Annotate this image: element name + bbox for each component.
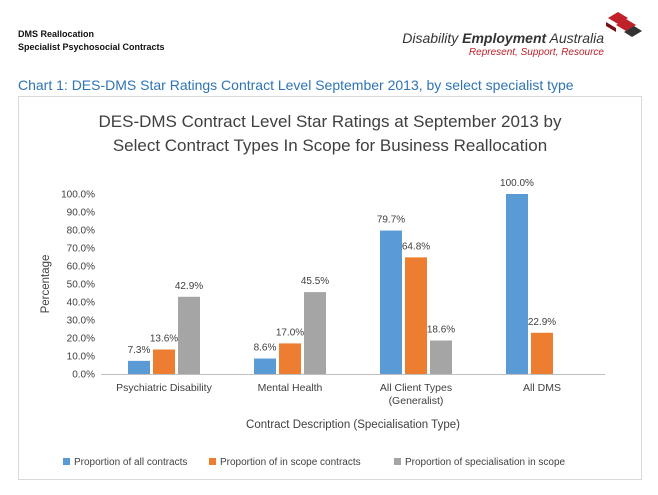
data-label: 8.6% [254, 343, 277, 354]
x-axis-title: Contract Description (Specialisation Typ… [246, 419, 460, 431]
bar-series-1-cat-2 [254, 358, 276, 374]
organisation-logo: Disability Employment Australia Represen… [394, 8, 644, 58]
chevron-stack-logo-icon [606, 12, 642, 37]
x-tick-label: All Client Types [380, 382, 452, 394]
bar-series-2-cat-2 [279, 343, 301, 374]
bar-series-1-cat-3 [380, 230, 402, 374]
bar-series-3-cat-1 [178, 296, 200, 374]
data-label: 7.3% [128, 345, 151, 356]
bar-series-1-cat-1 [128, 360, 150, 374]
y-tick-label: 30.0% [67, 316, 95, 327]
data-label: 13.6% [150, 334, 178, 345]
data-label: 42.9% [175, 281, 203, 292]
bar-series-2-cat-3 [405, 257, 427, 374]
y-tick-label: 100.0% [61, 190, 95, 201]
chart-frame: DES-DMS Contract Level Star Ratings at S… [18, 96, 642, 480]
logo-name-end: Australia [546, 30, 604, 46]
y-tick-label: 40.0% [67, 298, 95, 309]
logo-name-regular: Disability [402, 30, 463, 46]
legend-label: Proportion of specialisation in scope [405, 457, 566, 468]
data-label: 22.9% [528, 317, 556, 328]
header-title: DMS Reallocation [18, 29, 95, 39]
chart-title: DES-DMS Contract Level Star Ratings at S… [99, 112, 562, 155]
chart-caption: Chart 1: DES-DMS Star Ratings Contract L… [18, 77, 574, 93]
bars: 7.3% 8.6% 79.7% 100.0% 13.6% 17.0% 64.8% 22.9% 4… [128, 178, 556, 374]
y-tick-label: 60.0% [67, 262, 95, 273]
header-subtitle: Specialist Psychosocial Contracts [18, 42, 165, 52]
legend-swatch [63, 458, 70, 465]
x-tick-label: All DMS [523, 382, 561, 394]
y-tick-label: 10.0% [67, 352, 95, 363]
y-tick-label: 0.0% [72, 370, 95, 381]
bar-series-1-cat-4 [506, 194, 528, 374]
chart-title-line-2: Select Contract Types In Scope for Busin… [113, 136, 547, 155]
legend-label: Proportion of all contracts [74, 457, 187, 468]
data-label: 17.0% [276, 327, 304, 338]
logo-name-bold: Employment [462, 30, 547, 46]
y-tick-label: 50.0% [67, 280, 95, 291]
y-tick-label: 90.0% [67, 208, 95, 219]
bar-chart: DES-DMS Contract Level Star Ratings at S… [40, 112, 605, 468]
legend-swatch [209, 458, 216, 465]
data-label: 45.5% [301, 276, 329, 287]
bar-series-2-cat-4 [531, 332, 553, 374]
bar-series-3-cat-3 [430, 340, 452, 374]
data-label: 18.6% [427, 325, 455, 336]
legend-swatch [394, 458, 401, 465]
data-label: 100.0% [500, 178, 534, 189]
y-axis: 0.0% 10.0% 20.0% 30.0% 40.0% 50.0% 60.0% 70.0% 8… [40, 190, 95, 381]
data-label: 64.8% [402, 241, 430, 252]
y-tick-label: 70.0% [67, 244, 95, 255]
legend-label: Proportion of in scope contracts [220, 457, 361, 468]
legend: Proportion of all contracts Proportion of… [63, 457, 566, 468]
x-axis: Psychiatric Disability Mental Health All C… [101, 374, 605, 431]
chart-title-line-1: DES-DMS Contract Level Star Ratings at S… [99, 112, 562, 131]
x-tick-label: Psychiatric Disability [116, 382, 212, 394]
data-label: 79.7% [377, 215, 405, 226]
x-tick-label: Mental Health [258, 382, 323, 394]
document-header: DMS Reallocation Specialist Psychosocial… [18, 28, 165, 54]
logo-tagline: Represent, Support, Resource [468, 47, 604, 58]
y-tick-label: 20.0% [67, 334, 95, 345]
x-tick-label: (Generalist) [389, 395, 444, 407]
y-tick-label: 80.0% [67, 226, 95, 237]
y-axis-title: Percentage [40, 255, 52, 314]
logo-name: Disability Employment Australia [402, 30, 604, 46]
bar-series-2-cat-1 [153, 349, 175, 374]
bar-series-3-cat-2 [304, 292, 326, 374]
